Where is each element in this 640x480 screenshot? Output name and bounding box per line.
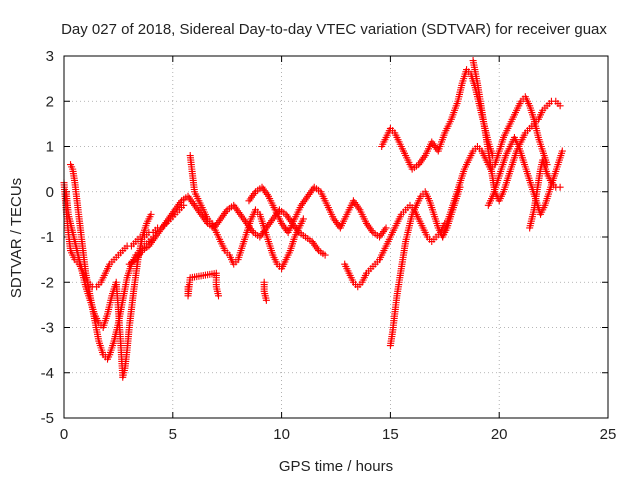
series-arc-m <box>526 156 564 232</box>
series-arc-f <box>245 183 390 241</box>
y-tick-label: 2 <box>46 93 54 110</box>
grid-layer <box>64 56 608 418</box>
x-tick-label: 0 <box>60 426 68 443</box>
x-axis-label: GPS time / hours <box>279 458 393 475</box>
y-tick-label: 3 <box>46 48 54 65</box>
series-arc-k <box>469 57 564 205</box>
x-tick-label: 15 <box>382 426 399 443</box>
x-tick-label: 5 <box>169 426 177 443</box>
data-point <box>214 292 222 300</box>
data-point <box>321 251 329 259</box>
series-arc-h <box>386 183 464 350</box>
data-point <box>299 215 307 223</box>
y-tick-label: 0 <box>46 184 54 201</box>
y-tick-label: 1 <box>46 139 54 156</box>
y-tick-label: -2 <box>41 274 54 291</box>
series-layer <box>60 57 566 381</box>
x-tick-label: 25 <box>600 426 617 443</box>
y-tick-label: -3 <box>41 320 54 337</box>
series-arc-g <box>341 201 449 291</box>
series-arc-c <box>62 188 155 381</box>
data-point <box>556 102 564 110</box>
series-arc-i <box>378 66 497 173</box>
data-point <box>556 183 564 191</box>
series-stubs <box>184 269 270 304</box>
y-tick-label: -5 <box>41 410 54 427</box>
series-arc-j <box>439 93 551 241</box>
data-point <box>558 147 566 155</box>
data-point <box>147 210 155 218</box>
y-tick-label: -4 <box>41 365 54 382</box>
series-arc-b <box>67 161 157 363</box>
x-tick-label: 20 <box>491 426 508 443</box>
tick-layer: 0 5 10 15 20 25 -5 -4 -3 -2 -1 0 1 2 3 <box>41 48 617 443</box>
x-tick-label: 10 <box>273 426 290 443</box>
y-axis-label: SDTVAR / TECUs <box>8 178 25 298</box>
series-arc-e <box>186 152 307 273</box>
chart-title: Day 027 of 2018, Sidereal Day-to-day VTE… <box>61 21 607 38</box>
data-point <box>382 224 390 232</box>
y-tick-label: -1 <box>41 229 54 246</box>
plot-frame <box>63 55 609 419</box>
data-point <box>262 296 270 304</box>
